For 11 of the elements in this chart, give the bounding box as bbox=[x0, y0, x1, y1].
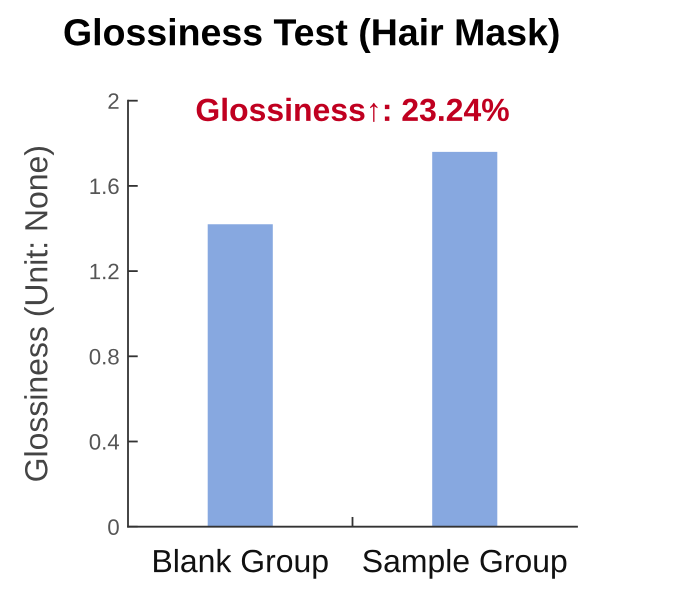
chart-title: Glossiness Test (Hair Mask) bbox=[64, 18, 559, 53]
annotation: Glossiness↑: 23.24% bbox=[196, 98, 509, 122]
y-tick-label: 1.6 bbox=[90, 178, 119, 194]
y-axis-title: Glossiness (Unit: None) bbox=[24, 147, 54, 481]
x-tick-label: Blank Group bbox=[154, 548, 328, 579]
y-tick-label: 2 bbox=[108, 93, 119, 109]
y-tick-label: 0.4 bbox=[90, 434, 120, 450]
y-tick-label: 0 bbox=[108, 519, 119, 535]
y-tick-label: 1.2 bbox=[90, 264, 119, 280]
x-tick-label: Sample Group bbox=[363, 548, 566, 579]
y-tick-label: 0.8 bbox=[90, 348, 119, 365]
